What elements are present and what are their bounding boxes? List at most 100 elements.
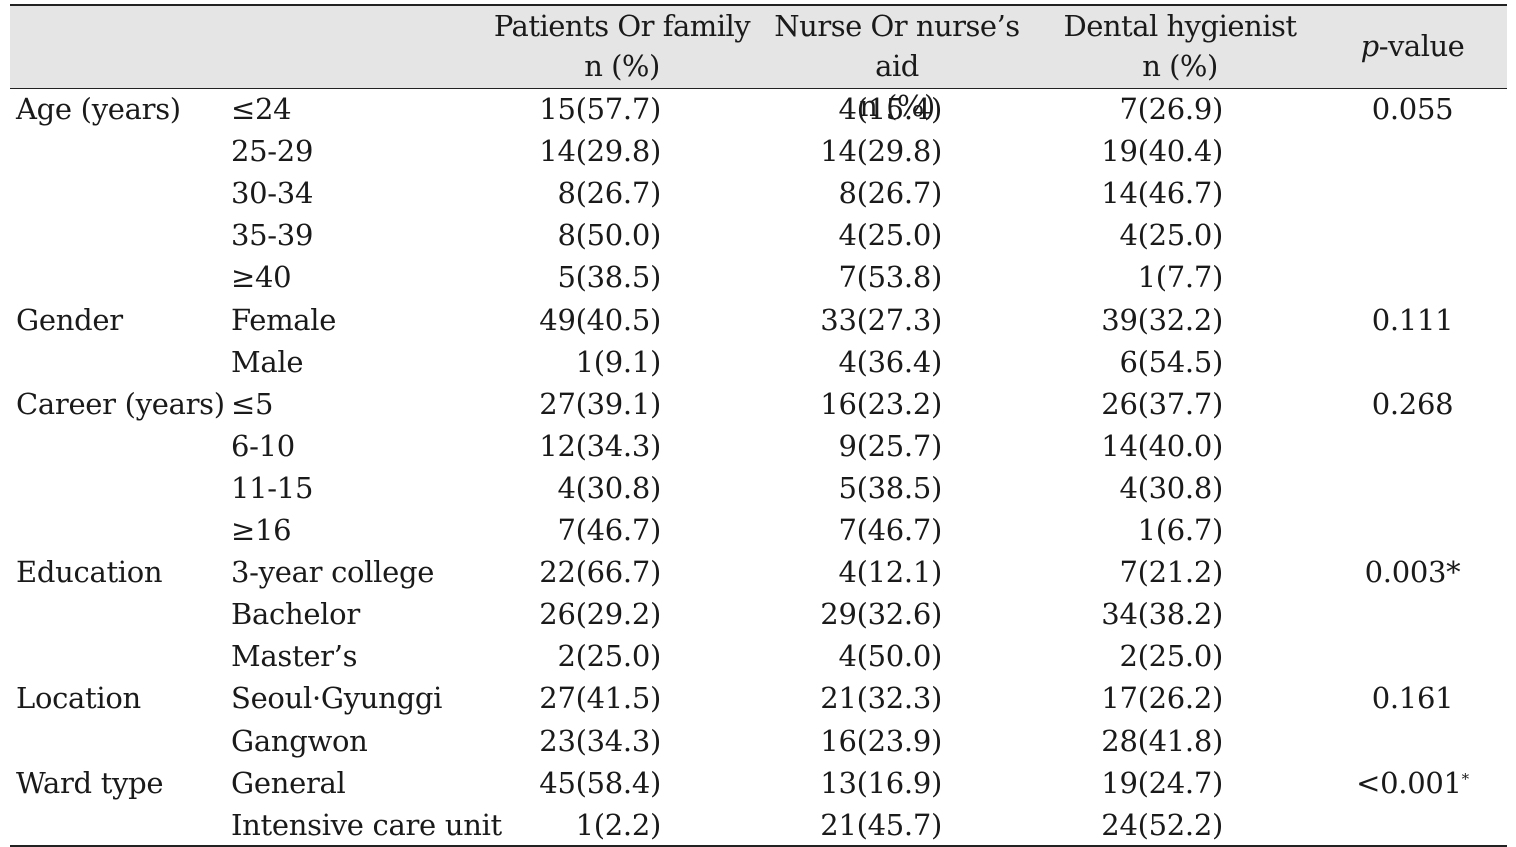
row-subgroup: 6-10 [231, 428, 295, 463]
row-subgroup: ≥40 [231, 260, 292, 295]
cell-nurse-aid: 16(23.9) [820, 723, 942, 758]
cell-pvalue [1310, 720, 1515, 762]
row-category: Age (years) [16, 92, 181, 126]
cell-patients-family: 14(29.8) [539, 134, 661, 169]
cell-pvalue [1310, 130, 1515, 172]
cell-dental-hygienist: 6(54.5) [1119, 344, 1223, 379]
cell-pvalue [1310, 214, 1515, 256]
cell-nurse-aid: 13(16.9) [820, 765, 942, 800]
row-category: Gender [16, 302, 123, 337]
cell-dental-hygienist: 19(40.4) [1101, 134, 1223, 169]
cell-pvalue: 0.161 [1310, 677, 1515, 719]
cell-patients-family: 1(2.2) [575, 807, 662, 842]
row-subgroup: 30-34 [231, 176, 314, 211]
cell-nurse-aid: 4(25.0) [838, 218, 942, 253]
cell-pvalue [1310, 635, 1515, 677]
row-subgroup: Female [231, 302, 337, 337]
row-subgroup: 35-39 [231, 218, 314, 253]
cell-nurse-aid: 7(53.8) [838, 260, 942, 295]
cell-patients-family: 45(58.4) [539, 765, 661, 800]
cell-pvalue: 0.111 [1310, 299, 1515, 341]
cell-pvalue: <0.001* [1310, 762, 1515, 804]
cell-patients-family: 12(34.3) [539, 428, 661, 463]
row-subgroup: Intensive care unit [231, 807, 502, 842]
cell-dental-hygienist: 7(26.9) [1119, 92, 1223, 126]
cell-dental-hygienist: 2(25.0) [1119, 639, 1223, 674]
cell-patients-family: 7(46.7) [557, 513, 661, 547]
cell-patients-family: 27(41.5) [539, 681, 661, 716]
table-top-rule [10, 4, 1507, 6]
cell-pvalue [1310, 593, 1515, 635]
row-subgroup: Male [231, 344, 304, 379]
pvalue-text: 0.161 [1371, 681, 1454, 716]
pvalue-text: 0.003* [1364, 555, 1461, 590]
cell-pvalue: 0.268 [1310, 383, 1515, 425]
cell-patients-family: 22(66.7) [539, 555, 661, 590]
row-subgroup: ≤24 [231, 92, 292, 126]
cell-nurse-aid: 4(15.4) [838, 92, 942, 126]
header-label: Patients Or family [493, 9, 751, 43]
pvalue-suffix: -value [1378, 29, 1465, 63]
data-table: Patients Or family n (%) Nurse Or nurse’… [10, 4, 1507, 847]
cell-patients-family: 5(38.5) [557, 260, 661, 295]
row-category: Ward type [16, 765, 164, 800]
cell-nurse-aid: 21(45.7) [820, 807, 942, 842]
cell-dental-hygienist: 39(32.2) [1101, 302, 1223, 337]
cell-pvalue [1310, 804, 1515, 846]
cell-dental-hygienist: 1(7.7) [1137, 260, 1224, 295]
cell-dental-hygienist: 17(26.2) [1101, 681, 1223, 716]
cell-dental-hygienist: 1(6.7) [1137, 513, 1224, 547]
row-subgroup: ≤5 [231, 386, 274, 421]
header-unit: n (%) [1142, 49, 1218, 83]
significance-mark: * [1461, 769, 1470, 788]
row-subgroup: 3-year college [231, 555, 435, 590]
pvalue-text: 0.111 [1371, 302, 1454, 337]
cell-patients-family: 27(39.1) [539, 386, 661, 421]
cell-nurse-aid: 8(26.7) [838, 176, 942, 211]
cell-patients-family: 15(57.7) [539, 92, 661, 126]
cell-pvalue [1310, 341, 1515, 383]
table-header [10, 6, 1507, 88]
row-subgroup: Seoul·Gyunggi [231, 681, 443, 716]
cell-patients-family: 26(29.2) [539, 597, 661, 632]
cell-nurse-aid: 4(50.0) [838, 639, 942, 674]
cell-dental-hygienist: 26(37.7) [1101, 386, 1223, 421]
cell-patients-family: 49(40.5) [539, 302, 661, 337]
table-header-rule [10, 88, 1507, 89]
cell-dental-hygienist: 34(38.2) [1101, 597, 1223, 632]
header-dental-hygienist: Dental hygienist n (%) [1050, 6, 1310, 86]
cell-patients-family: 8(26.7) [557, 176, 661, 211]
cell-pvalue: 0.055 [1310, 88, 1515, 130]
cell-nurse-aid: 29(32.6) [820, 597, 942, 632]
cell-pvalue [1310, 509, 1515, 551]
row-subgroup: 25-29 [231, 134, 314, 169]
cell-dental-hygienist: 14(40.0) [1101, 428, 1223, 463]
row-subgroup: Gangwon [231, 723, 368, 758]
pvalue-text: 0.268 [1371, 386, 1454, 421]
cell-patients-family: 1(9.1) [575, 344, 662, 379]
cell-pvalue [1310, 467, 1515, 509]
pvalue-text: <0.001 [1356, 765, 1462, 800]
pvalue-text: 0.055 [1371, 92, 1454, 126]
row-category: Career (years) [16, 386, 225, 421]
header-nurse-aid: Nurse Or nurse’s aid n (%) [762, 6, 1032, 126]
cell-pvalue [1310, 425, 1515, 467]
cell-dental-hygienist: 4(25.0) [1119, 218, 1223, 253]
row-subgroup: ≥16 [231, 513, 292, 547]
header-patients-family: Patients Or family n (%) [492, 6, 752, 86]
cell-dental-hygienist: 24(52.2) [1101, 807, 1223, 842]
row-category: Location [16, 681, 141, 716]
cell-dental-hygienist: 14(46.7) [1101, 176, 1223, 211]
cell-patients-family: 8(50.0) [557, 218, 661, 253]
cell-pvalue [1310, 256, 1515, 298]
pvalue-italic-p: p [1360, 29, 1380, 63]
cell-dental-hygienist: 7(21.2) [1119, 555, 1223, 590]
header-pvalue: p-value [1310, 26, 1515, 66]
cell-dental-hygienist: 28(41.8) [1101, 723, 1223, 758]
cell-nurse-aid: 33(27.3) [820, 302, 942, 337]
cell-pvalue: 0.003* [1310, 551, 1515, 593]
header-unit: n (%) [584, 49, 660, 83]
cell-dental-hygienist: 19(24.7) [1101, 765, 1223, 800]
cell-nurse-aid: 9(25.7) [838, 428, 942, 463]
cell-nurse-aid: 5(38.5) [838, 470, 942, 505]
